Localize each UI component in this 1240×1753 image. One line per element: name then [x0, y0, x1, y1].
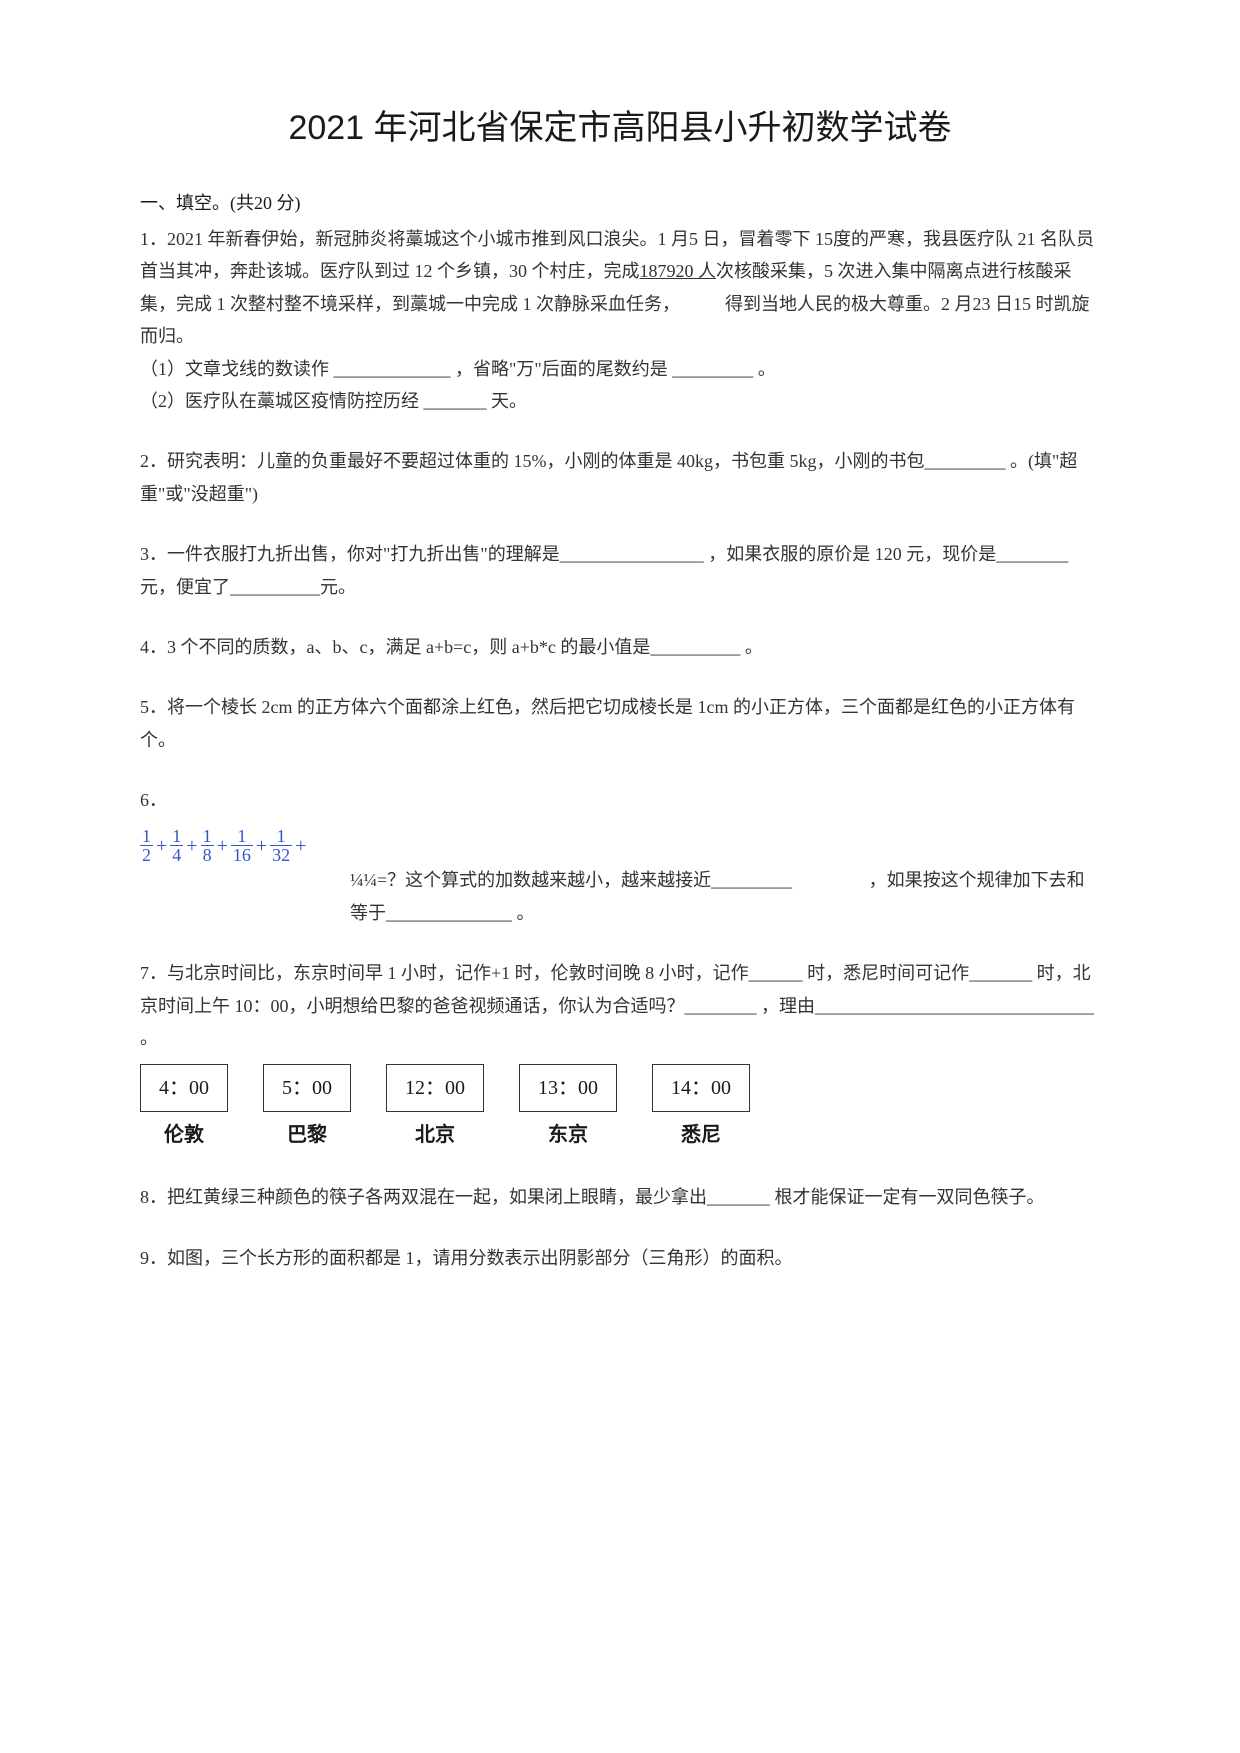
clock-city: 北京	[386, 1117, 484, 1153]
clock-item-paris: 5：00 巴黎	[263, 1064, 351, 1153]
clock-city: 东京	[519, 1117, 617, 1153]
clock-time: 13：00	[519, 1064, 617, 1112]
clock-time: 14：00	[652, 1064, 750, 1112]
question-4: 4．3 个不同的质数，a、b、c，满足 a+b=c，则 a+b*c 的最小值是_…	[140, 631, 1100, 663]
clock-item-beijing: 12：00 北京	[386, 1064, 484, 1153]
question-text: 一件衣服打九折出售，你对"打九折出售"的理解是________________ …	[140, 544, 1068, 596]
question-text: 与北京时间比，东京时间早 1 小时，记作+1 时，伦敦时间晚 8 小时，记作__…	[140, 963, 1094, 1048]
question-2: 2．研究表明：儿童的负重最好不要超过体重的 15%，小刚的体重是 40kg，书包…	[140, 445, 1100, 510]
plus-sign: +	[186, 828, 197, 864]
clock-time: 12：00	[386, 1064, 484, 1112]
question-num: 4．	[140, 637, 167, 657]
section-header: 一、填空。(共20 分)	[140, 189, 1100, 215]
question-8: 8．把红黄绿三种颜色的筷子各两双混在一起，如果闭上眼睛，最少拿出_______ …	[140, 1181, 1100, 1213]
question-text: ¼¼=？这个算式的加数越来越小，越来越接近_________ ，如果按这个规律加…	[350, 864, 1100, 929]
question-num: 6．	[140, 784, 1100, 816]
plus-sign: +	[295, 828, 306, 864]
question-text: 研究表明：儿童的负重最好不要超过体重的 15%，小刚的体重是 40kg，书包重 …	[140, 451, 1077, 503]
clock-item-tokyo: 13：00 东京	[519, 1064, 617, 1153]
question-text: 3 个不同的质数，a、b、c，满足 a+b=c，则 a+b*c 的最小值是___…	[167, 637, 763, 657]
clock-city: 悉尼	[652, 1117, 750, 1153]
question-num: 2．	[140, 451, 167, 471]
clock-city: 巴黎	[263, 1117, 351, 1153]
clock-item-london: 4：00 伦敦	[140, 1064, 228, 1153]
underlined-text: 187920 人	[640, 261, 717, 281]
question-text: 把红黄绿三种颜色的筷子各两双混在一起，如果闭上眼睛，最少拿出_______ 根才…	[167, 1187, 1045, 1207]
clock-time: 4：00	[140, 1064, 228, 1112]
question-num: 1．	[140, 229, 167, 249]
fraction-5: 132	[270, 827, 292, 864]
fraction-4: 116	[231, 827, 253, 864]
question-num: 5．	[140, 697, 167, 717]
fraction-3: 18	[201, 827, 214, 864]
clock-item-sydney: 14：00 悉尼	[652, 1064, 750, 1153]
clock-row: 4：00 伦敦 5：00 巴黎 12：00 北京 13：00 东京 14：00 …	[140, 1064, 1100, 1153]
question-text: 将一个棱长 2cm 的正方体六个面都涂上红色，然后把它切成棱长是 1cm 的小正…	[140, 697, 1075, 749]
question-6: 6． 12+14+18+116+132+ ¼¼=？这个算式的加数越来越小，越来越…	[140, 784, 1100, 929]
fraction-1: 12	[140, 827, 153, 864]
plus-sign: +	[217, 828, 228, 864]
question-text: 如图，三个长方形的面积都是 1，请用分数表示出阴影部分（三角形）的面积。	[167, 1248, 793, 1268]
question-num: 9．	[140, 1248, 167, 1268]
question-1: 1．2021 年新春伊始，新冠肺炎将藁城这个小城市推到风口浪尖。1 月5 日，冒…	[140, 223, 1100, 417]
question-num: 7．	[140, 963, 167, 983]
sub-question-1: （1）文章戈线的数读作 _____________ ，省略"万"后面的尾数约是 …	[140, 353, 1100, 385]
question-9: 9．如图，三个长方形的面积都是 1，请用分数表示出阴影部分（三角形）的面积。	[140, 1242, 1100, 1274]
question-7: 7．与北京时间比，东京时间早 1 小时，记作+1 时，伦敦时间晚 8 小时，记作…	[140, 957, 1100, 1153]
question-3: 3．一件衣服打九折出售，你对"打九折出售"的理解是_______________…	[140, 538, 1100, 603]
fraction-2: 14	[170, 827, 183, 864]
question-5: 5．将一个棱长 2cm 的正方体六个面都涂上红色，然后把它切成棱长是 1cm 的…	[140, 691, 1100, 756]
question-num: 8．	[140, 1187, 167, 1207]
sub-question-2: （2）医疗队在藁城区疫情防控历经 _______ 天。	[140, 385, 1100, 417]
question-num: 3．	[140, 544, 167, 564]
plus-sign: +	[256, 828, 267, 864]
plus-sign: +	[156, 828, 167, 864]
clock-city: 伦敦	[140, 1117, 228, 1153]
fraction-expression: 12+14+18+116+132+	[140, 826, 1100, 864]
page-title: 2021 年河北省保定市高阳县小升初数学试卷	[140, 100, 1100, 149]
clock-time: 5：00	[263, 1064, 351, 1112]
